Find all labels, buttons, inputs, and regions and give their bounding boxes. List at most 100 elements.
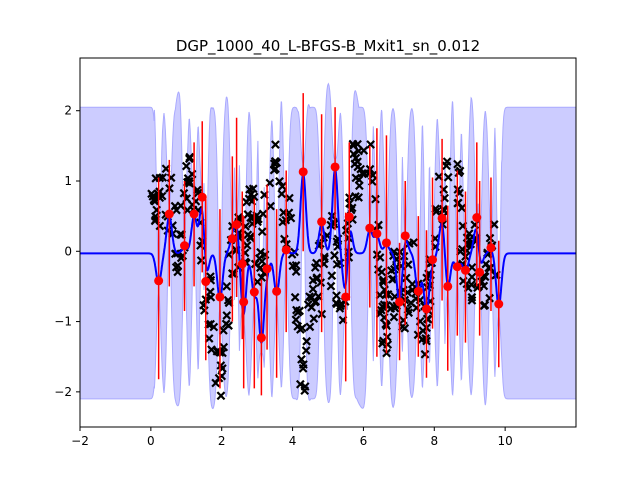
inducing-point	[344, 212, 354, 222]
data-point-marker	[248, 212, 258, 222]
data-point-marker	[291, 315, 301, 325]
data-point-marker	[400, 323, 410, 333]
plot-frame	[79, 57, 577, 428]
data-point-marker	[354, 193, 363, 202]
data-point-marker	[184, 176, 194, 186]
y-tick-label: 1	[64, 174, 72, 188]
inducing-point	[400, 231, 410, 241]
y-tick-label: 0	[64, 244, 72, 258]
data-point-marker	[277, 189, 287, 199]
data-point-marker	[298, 364, 308, 373]
inducing-point	[164, 209, 174, 219]
inducing-point	[256, 333, 266, 343]
inducing-point	[215, 292, 225, 302]
inducing-point	[372, 229, 382, 239]
data-point-marker	[257, 227, 267, 237]
x-tick-label: 10	[498, 434, 513, 448]
inducing-point	[317, 217, 327, 227]
data-point-marker	[363, 169, 373, 179]
data-point-marker	[300, 386, 310, 396]
data-point-marker	[336, 299, 346, 308]
inducing-point	[381, 238, 391, 248]
inducing-point	[330, 162, 340, 172]
data-point-marker	[326, 281, 336, 291]
data-point-marker	[249, 192, 259, 202]
data-point-marker	[310, 263, 320, 272]
inducing-points-layer	[154, 93, 504, 396]
inducing-point	[395, 297, 405, 307]
inducing-point	[189, 209, 199, 219]
chart-title: DGP_1000_40_L-BFGS-B_Mxit1_sn_0.012	[176, 37, 480, 56]
data-point-marker	[420, 349, 430, 359]
inducing-point	[443, 281, 453, 291]
data-point-marker	[349, 140, 358, 150]
x-tick-label: 4	[289, 434, 297, 448]
data-point-marker	[158, 173, 168, 182]
inducing-point	[197, 192, 207, 202]
x-tick-label: 8	[430, 434, 438, 448]
data-point-marker	[266, 201, 275, 211]
inducing-point	[154, 276, 164, 286]
data-point-marker	[242, 241, 252, 250]
data-point-marker	[295, 379, 305, 389]
inducing-point	[239, 297, 249, 307]
data-point-marker	[307, 302, 317, 312]
inducing-point	[232, 220, 242, 230]
data-point-marker	[349, 149, 358, 159]
y-tick-label: 2	[64, 104, 72, 118]
data-point-marker	[291, 267, 301, 276]
data-point-marker	[205, 287, 215, 297]
confidence-band-layer	[80, 82, 576, 410]
inducing-point	[201, 277, 211, 287]
inducing-point	[237, 259, 247, 269]
data-point-marker	[311, 297, 321, 306]
data-point-marker	[245, 185, 254, 194]
data-point-marker	[421, 334, 431, 343]
inducing-point	[365, 223, 375, 233]
data-point-marker	[467, 292, 477, 302]
data-point-marker	[366, 140, 376, 149]
data-point-marker	[439, 185, 449, 194]
data-point-marker	[296, 325, 305, 334]
data-point-marker	[438, 204, 448, 214]
data-point-marker	[278, 181, 287, 191]
data-point-marker	[467, 272, 477, 282]
data-point-marker	[375, 253, 385, 262]
data-point-marker	[301, 346, 311, 355]
data-point-marker	[383, 289, 393, 299]
data-point-marker	[204, 334, 214, 343]
x-tick-label: −2	[71, 434, 89, 448]
data-point-marker	[454, 168, 464, 178]
inducing-point	[472, 213, 482, 223]
axes-layer: −2 0 2 4 6 8 10 −2 −1 0 1 2	[54, 104, 512, 448]
data-point-marker	[293, 307, 303, 317]
data-point-marker	[196, 256, 206, 265]
data-point-marker	[297, 355, 306, 364]
data-point-marker	[467, 296, 477, 305]
data-point-marker	[356, 164, 366, 174]
data-point-marker	[193, 185, 202, 195]
data-point-marker	[389, 312, 399, 322]
data-point-marker	[305, 322, 315, 332]
inducing-point	[262, 264, 272, 274]
inducing-point	[281, 245, 291, 255]
data-point-marker	[332, 291, 341, 301]
mean-line	[80, 166, 576, 345]
data-point-marker	[404, 308, 414, 318]
inducing-point	[460, 265, 470, 275]
inducing-point	[249, 287, 259, 297]
data-point-marker	[308, 275, 318, 285]
data-point-marker	[302, 336, 312, 346]
inducing-point	[428, 255, 438, 265]
data-point-marker	[257, 256, 267, 266]
data-point-marker	[270, 156, 280, 166]
data-point-marker	[462, 233, 472, 243]
data-point-marker	[382, 332, 392, 342]
data-point-marker	[442, 161, 451, 171]
inducing-point	[180, 241, 190, 251]
x-tick-label: 0	[147, 434, 155, 448]
data-point-marker	[175, 230, 185, 239]
data-point-marker	[377, 267, 387, 277]
data-point-marker	[314, 292, 323, 301]
